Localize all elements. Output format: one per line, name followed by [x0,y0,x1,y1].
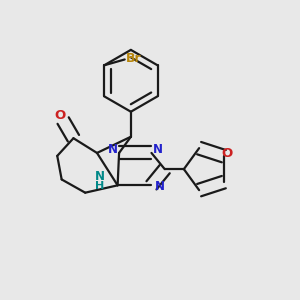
Text: N: N [155,180,165,193]
Text: N: N [95,170,105,183]
Text: O: O [54,109,65,122]
Text: Br: Br [126,52,142,65]
Text: N: N [108,143,118,157]
Text: O: O [222,147,233,160]
Text: H: H [95,181,105,191]
Text: N: N [153,143,163,157]
